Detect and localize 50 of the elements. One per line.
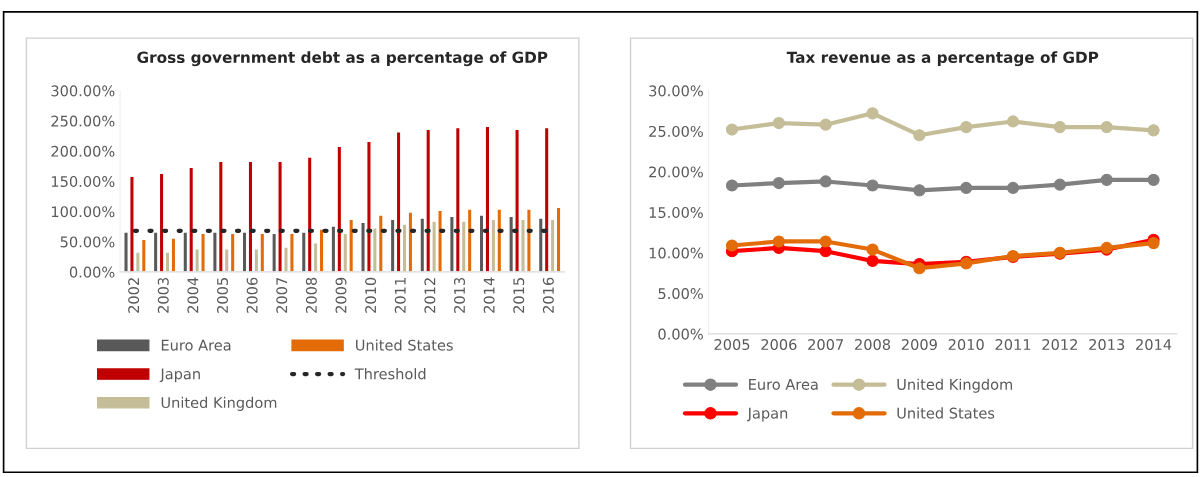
y-tick-label: 15.00% xyxy=(649,206,703,219)
x-tick-label: 2010 xyxy=(948,339,984,351)
x-tick-label: 2013 xyxy=(1089,339,1125,351)
x-tick-label: 2011 xyxy=(995,339,1031,351)
y-tick-label: 25.00% xyxy=(649,125,703,137)
y-tick-label: 300.00% xyxy=(51,85,115,97)
y-tick-label: 200.00% xyxy=(51,145,115,157)
x-tick-label: 2011 xyxy=(394,278,406,313)
legend-label: Japan xyxy=(746,407,788,422)
x-tick-label: 2002 xyxy=(128,278,140,313)
x-tick-label: 2008 xyxy=(855,339,891,351)
y-tick-label: 250.00% xyxy=(51,115,115,127)
legend-label: United Kingdom xyxy=(161,396,277,411)
y-tick-label: 10.00% xyxy=(649,247,703,259)
x-tick-label: 2007 xyxy=(276,278,288,313)
legend-label: Euro Area xyxy=(749,379,818,390)
legend-label: United States xyxy=(897,407,995,419)
x-tick-label: 2009 xyxy=(335,277,347,313)
x-tick-label: 2007 xyxy=(808,339,843,351)
legend-label: Japan xyxy=(159,368,200,383)
x-tick-label: 2014 xyxy=(1136,339,1172,351)
chart-title: Tax revenue as a percentage of GDP xyxy=(786,51,1099,67)
y-tick-label: 5.00% xyxy=(658,288,703,300)
x-tick-label: 2003 xyxy=(157,277,169,313)
y-tick-label: 0.00% xyxy=(69,266,115,278)
x-tick-label: 2008 xyxy=(305,277,317,313)
legend-label: Euro Area xyxy=(161,339,231,351)
legend-label: Threshold xyxy=(354,368,426,380)
y-tick-label: 150.00% xyxy=(51,175,115,188)
legend-label: United Kingdom xyxy=(897,378,1013,393)
legend-label: United States xyxy=(356,339,453,351)
x-tick-label: 2010 xyxy=(365,277,377,313)
y-tick-label: 100.00% xyxy=(51,206,115,218)
x-tick-label: 2013 xyxy=(453,277,466,313)
x-tick-label: 2016 xyxy=(542,277,554,313)
x-tick-label: 2015 xyxy=(513,278,525,313)
x-tick-label: 2005 xyxy=(714,339,750,351)
x-tick-label: 2006 xyxy=(761,339,797,351)
x-tick-label: 2012 xyxy=(424,278,436,313)
y-tick-label: 0.00% xyxy=(658,328,703,340)
x-tick-label: 2004 xyxy=(187,277,199,313)
chart-title: Gross government debt as a percentage of GDP xyxy=(137,51,548,67)
x-tick-label: 2005 xyxy=(216,278,229,313)
x-tick-label: 2009 xyxy=(901,339,937,351)
x-tick-label: 2012 xyxy=(1042,339,1077,351)
y-tick-label: 30.00% xyxy=(649,85,703,97)
y-tick-label: 50.00% xyxy=(60,236,115,248)
x-tick-label: 2014 xyxy=(483,277,495,313)
y-tick-label: 20.00% xyxy=(649,166,703,178)
x-tick-label: 2006 xyxy=(246,277,258,313)
